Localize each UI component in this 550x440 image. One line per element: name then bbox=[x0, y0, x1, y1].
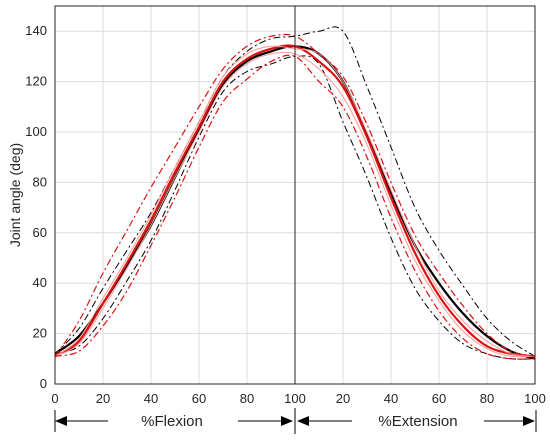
x-tick-label: 40 bbox=[384, 391, 398, 406]
y-tick-label: 20 bbox=[33, 326, 47, 341]
x-tick-label: 100 bbox=[524, 391, 546, 406]
y-tick-label: 0 bbox=[40, 376, 47, 391]
y-tick-label: 100 bbox=[25, 124, 47, 139]
flexion-label: %Flexion bbox=[141, 413, 203, 430]
y-axis-label: Joint angle (deg) bbox=[7, 143, 23, 247]
x-tick-label: 0 bbox=[51, 391, 58, 406]
y-tick-label: 140 bbox=[25, 23, 47, 38]
x-tick-label: 80 bbox=[480, 391, 494, 406]
x-tick-label: 60 bbox=[192, 391, 206, 406]
x-tick-label: 20 bbox=[336, 391, 350, 406]
extension-label: %Extension bbox=[378, 413, 457, 430]
y-tick-label: 40 bbox=[33, 275, 47, 290]
y-tick-label: 80 bbox=[33, 174, 47, 189]
x-tick-label: 100 bbox=[284, 391, 306, 406]
x-tick-label: 80 bbox=[240, 391, 254, 406]
x-tick-label: 60 bbox=[432, 391, 446, 406]
y-tick-labels: 0 20 40 60 80 100 120 140 bbox=[25, 23, 47, 391]
x-tick-label: 40 bbox=[144, 391, 158, 406]
series-line-8 bbox=[54, 54, 536, 360]
x-tick-label: 20 bbox=[96, 391, 110, 406]
y-tick-label: 60 bbox=[33, 225, 47, 240]
y-tick-label: 120 bbox=[25, 74, 47, 89]
x-tick-labels: 0 20 40 60 80 100 20 40 60 80 100 bbox=[51, 391, 545, 406]
